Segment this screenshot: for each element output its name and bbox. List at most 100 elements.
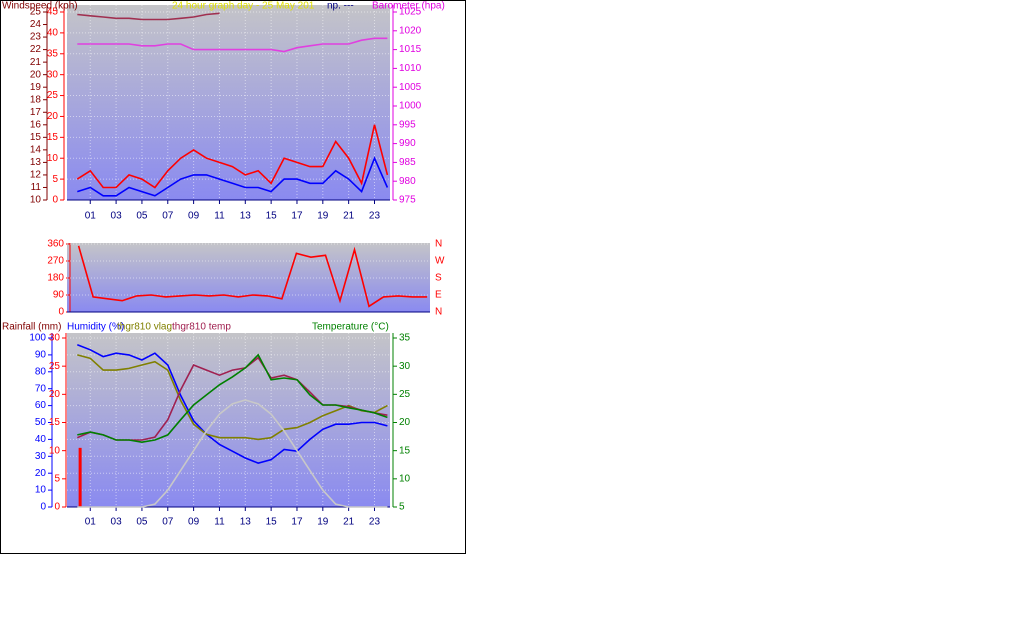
legend-label: Temperature (°C) xyxy=(312,322,389,333)
y-tick-label: 5 xyxy=(54,473,60,484)
x-tick-label: 19 xyxy=(317,517,329,528)
y-tick-label: 25 xyxy=(399,389,411,400)
legend-label: thgr810 vlag xyxy=(117,322,172,333)
y-label: Windspeed (kph) xyxy=(2,1,78,12)
series-line xyxy=(77,245,428,308)
title: 24 hour graph day - 25 May 201 xyxy=(172,1,315,12)
y-tick-label: 0 xyxy=(58,307,64,318)
x-tick-label: 01 xyxy=(85,211,97,222)
series-line xyxy=(77,37,388,53)
series-line xyxy=(76,124,389,189)
y-tick-label: 30 xyxy=(399,361,411,372)
y-tick-label: 15 xyxy=(49,417,61,428)
y-tick-label: 45 xyxy=(47,7,59,18)
y-tick-label: 15 xyxy=(47,132,59,143)
y-tick-label: 0 xyxy=(40,502,46,513)
y-tick-label: 50 xyxy=(35,417,47,428)
series-line xyxy=(77,354,388,441)
y-tick-label: 10 xyxy=(30,195,42,206)
y-tick-label: 12 xyxy=(30,170,42,181)
x-tick-label: 01 xyxy=(85,517,97,528)
series-line xyxy=(77,344,388,464)
x-tick-label: 15 xyxy=(266,211,278,222)
y-tick-label: 975 xyxy=(399,195,416,206)
x-tick-label: 19 xyxy=(317,211,329,222)
y-tick-label: 980 xyxy=(399,176,416,187)
y-tick-label: 22 xyxy=(30,44,42,55)
x-tick-label: 05 xyxy=(136,517,148,528)
y-tick-label: 40 xyxy=(47,28,59,39)
y-tick-label: 17 xyxy=(30,107,42,118)
y-tick-label: 5 xyxy=(52,174,58,185)
y-tick-label: 19 xyxy=(30,82,42,93)
y-tick-label: 1025 xyxy=(399,7,422,18)
y-tick-label: 0 xyxy=(54,502,60,513)
y-tick-label: 23 xyxy=(30,32,42,43)
y-tick-label: 20 xyxy=(35,468,47,479)
x-tick-label: 09 xyxy=(188,211,200,222)
y-tick-label: 40 xyxy=(35,434,47,445)
y-tick-label: 15 xyxy=(399,445,411,456)
legend-label: Humidity (%) xyxy=(67,322,124,333)
y-tick-label: 20 xyxy=(49,389,61,400)
y-tick-label: 60 xyxy=(35,400,47,411)
x-tick-label: 23 xyxy=(369,211,381,222)
y-tick-label: 1020 xyxy=(399,25,422,36)
legend-label: thgr810 temp xyxy=(172,322,231,333)
y-tick-label: 1010 xyxy=(399,63,422,74)
y-tick-label: 14 xyxy=(30,145,42,156)
compass-label: N xyxy=(435,239,442,250)
y-tick-label: 80 xyxy=(35,366,47,377)
y-tick-label: 10 xyxy=(47,153,59,164)
series-line xyxy=(77,12,220,21)
x-tick-label: 05 xyxy=(136,211,148,222)
y-tick-label: 90 xyxy=(53,290,65,301)
x-tick-label: 07 xyxy=(162,517,174,528)
compass-label: N xyxy=(435,307,442,318)
plot-area xyxy=(67,333,390,507)
y-tick-label: 35 xyxy=(47,48,59,59)
x-tick-label: 11 xyxy=(214,211,225,222)
y-tick-label: 13 xyxy=(30,157,42,168)
x-tick-label: 13 xyxy=(240,211,252,222)
y-tick-label: 1000 xyxy=(399,101,422,112)
series-line xyxy=(77,156,389,197)
x-tick-label: 07 xyxy=(162,211,174,222)
y-tick-label: 30 xyxy=(49,333,61,344)
annotation: np. --- xyxy=(327,1,354,12)
y-tick-label: 100 xyxy=(29,333,46,344)
y-tick-label: 20 xyxy=(30,69,42,80)
compass-label: W xyxy=(435,256,445,267)
y-tick-label: 5 xyxy=(399,502,405,513)
compass-label: E xyxy=(435,290,442,301)
y-tick-label: 1005 xyxy=(399,82,422,93)
y-tick-label: 270 xyxy=(47,256,64,267)
y-tick-label: 15 xyxy=(30,132,42,143)
x-tick-label: 09 xyxy=(188,517,200,528)
y-tick-label: 70 xyxy=(35,383,47,394)
y-tick-label: 990 xyxy=(399,138,416,149)
y-tick-label: 180 xyxy=(47,273,64,284)
x-tick-label: 13 xyxy=(240,517,252,528)
y-tick-label: 21 xyxy=(30,57,42,68)
x-tick-label: 21 xyxy=(343,517,355,528)
y-tick-label: 24 xyxy=(30,19,42,30)
y-tick-label: 10 xyxy=(399,473,411,484)
x-tick-label: 15 xyxy=(266,517,278,528)
y-tick-label: 25 xyxy=(47,90,59,101)
x-tick-label: 17 xyxy=(291,211,303,222)
x-tick-label: 03 xyxy=(111,211,123,222)
y2-label: Barometer (hpa) xyxy=(372,1,445,12)
x-tick-label: 11 xyxy=(214,517,225,528)
rain-bar xyxy=(78,447,82,507)
series-line xyxy=(77,399,388,508)
y-tick-label: 30 xyxy=(47,69,59,80)
y-tick-label: 0 xyxy=(52,195,58,206)
y-tick-label: 1015 xyxy=(399,44,422,55)
y-tick-label: 10 xyxy=(49,445,61,456)
y-tick-label: 995 xyxy=(399,119,416,130)
y-tick-label: 360 xyxy=(47,239,64,250)
y3-label: Rainfall (mm) xyxy=(2,322,61,333)
y-tick-label: 25 xyxy=(49,361,61,372)
